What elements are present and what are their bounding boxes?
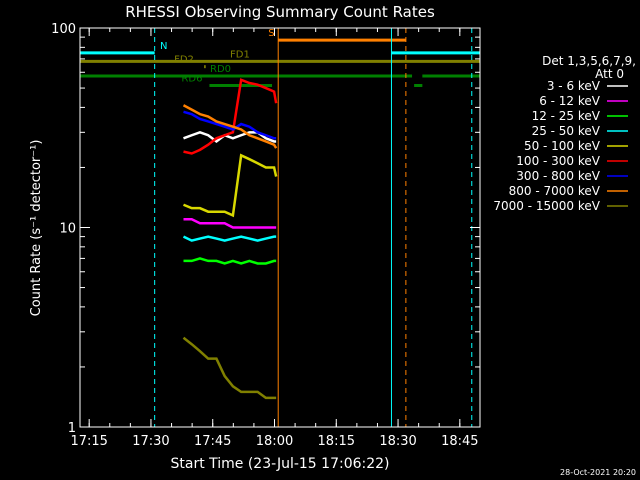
series-line bbox=[183, 153, 278, 218]
flag-label: N bbox=[160, 41, 167, 52]
flag-label: RD0 bbox=[210, 64, 231, 75]
series-line bbox=[183, 257, 277, 265]
legend-label: 25 - 50 keV bbox=[532, 124, 601, 138]
flag-bars: N S FD1 FD2 RD0 RD6 bbox=[80, 28, 480, 87]
flag-label: S bbox=[268, 28, 274, 39]
plot-frame bbox=[79, 27, 481, 428]
chart-title: RHESSI Observing Summary Count Rates bbox=[125, 3, 435, 21]
legend-label: 800 - 7000 keV bbox=[509, 184, 601, 198]
legend-label: 6 - 12 keV bbox=[539, 94, 601, 108]
series-line bbox=[183, 78, 278, 155]
legend-label: 50 - 100 keV bbox=[524, 139, 601, 153]
flag-label: FD1 bbox=[230, 49, 250, 60]
legend-label: 12 - 25 keV bbox=[532, 109, 601, 123]
legend-header-line2: Att 0 bbox=[595, 67, 624, 81]
series-line bbox=[182, 336, 277, 400]
series-line bbox=[183, 217, 277, 229]
legend-label: 100 - 300 keV bbox=[516, 154, 600, 168]
flag-label: RD6 bbox=[181, 73, 202, 84]
series-line bbox=[183, 110, 277, 140]
x-axis-label: Start Time (23-Jul-15 17:06:22) bbox=[170, 456, 389, 472]
y-tick-label: 1 bbox=[68, 421, 76, 436]
legend-label: 3 - 6 keV bbox=[547, 79, 601, 93]
x-tick-label: 17:15 bbox=[70, 434, 107, 449]
legend-header-line1: Det 1,3,5,6,7,9, bbox=[542, 54, 636, 68]
y-axis-label: Count Rate (s⁻¹ detector⁻¹) bbox=[29, 140, 44, 317]
series-line bbox=[182, 104, 278, 149]
x-tick-label: 18:45 bbox=[441, 434, 478, 449]
x-tick-label: 17:30 bbox=[132, 434, 169, 449]
x-tick-label: 18:00 bbox=[256, 434, 293, 449]
flag-label: FD2 bbox=[174, 55, 194, 66]
legend-label: 7000 - 15000 keV bbox=[493, 199, 600, 213]
x-axis-ticks: 17:15 17:30 17:45 18:00 18:15 18:30 18:45 bbox=[70, 28, 479, 449]
x-tick-label: 18:15 bbox=[318, 434, 355, 449]
series-group bbox=[182, 78, 278, 400]
series-line bbox=[182, 235, 277, 242]
footer-date: 28-Oct-2021 20:20 bbox=[560, 468, 636, 477]
legend-label: 300 - 800 keV bbox=[516, 169, 600, 183]
y-tick-label: 100 bbox=[51, 22, 76, 37]
series-line bbox=[183, 130, 277, 144]
y-tick-label: 10 bbox=[59, 222, 76, 237]
y-axis-ticks: 1 10 100 bbox=[51, 22, 480, 436]
x-tick-label: 18:30 bbox=[379, 434, 416, 449]
x-tick-label: 17:45 bbox=[194, 434, 231, 449]
